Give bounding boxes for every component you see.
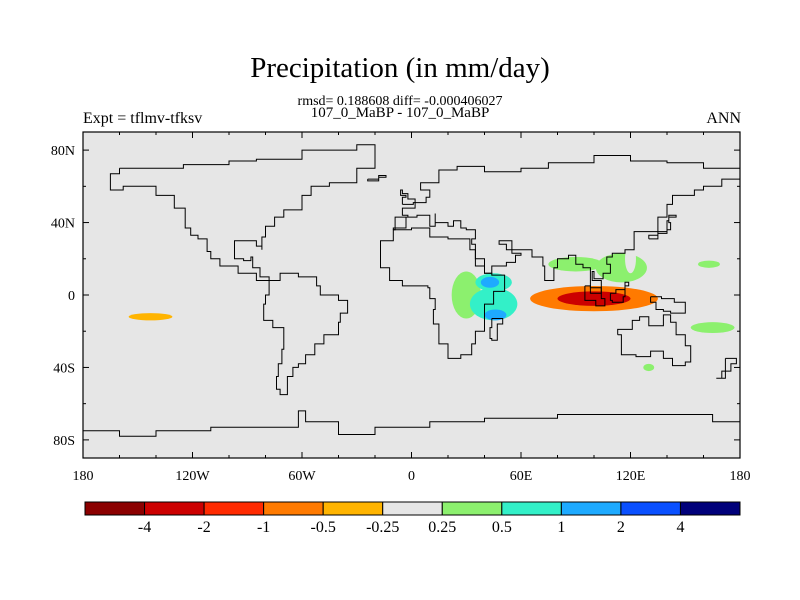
y-tick-label: 80S <box>53 434 75 449</box>
colorbar-label: 0.5 <box>492 519 512 536</box>
colorbar-label: 4 <box>676 519 684 536</box>
coastline <box>489 318 504 341</box>
anomaly-region <box>320 371 328 382</box>
anomaly-region <box>331 237 339 244</box>
anomaly-region <box>480 276 500 288</box>
x-tick-label: 60E <box>510 469 533 484</box>
coastline <box>83 410 741 437</box>
anomaly-region <box>128 313 173 321</box>
coastline <box>648 214 677 240</box>
colorbar-swatch <box>501 501 562 516</box>
coastline <box>380 227 506 359</box>
colorbar-label: -1 <box>257 519 270 536</box>
y-tick-label: 40N <box>51 217 75 232</box>
anomaly-region <box>643 363 655 372</box>
season-label: ANN <box>706 110 741 127</box>
colorbar-swatch <box>84 501 146 516</box>
colorbar-label: 1 <box>557 519 565 536</box>
anomaly-region <box>484 309 507 321</box>
chart-runs: 107_0_MaBP - 107_0_MaBP <box>310 105 490 121</box>
anomaly-region <box>698 260 720 268</box>
y-tick-label: 0 <box>68 289 75 304</box>
colorbar-swatch <box>322 501 384 516</box>
anomaly-region <box>690 322 735 334</box>
colorbar-label: 0.25 <box>428 519 456 536</box>
colorbar-swatch <box>144 501 205 516</box>
chart-title: Precipitation (in mm/day) <box>250 52 550 84</box>
coastline <box>367 175 387 182</box>
coastline <box>392 155 741 294</box>
coastline <box>716 357 737 379</box>
y-tick-label: 80N <box>51 144 75 159</box>
colorbar-label: -0.25 <box>366 519 399 536</box>
colorbar-label: -2 <box>197 519 210 536</box>
x-tick-label: 120E <box>616 469 646 484</box>
coastline <box>584 285 606 307</box>
coastline <box>263 272 349 396</box>
x-tick-label: 180 <box>73 469 94 484</box>
colorbar-label: -4 <box>138 519 151 536</box>
colorbar-swatch <box>263 501 324 516</box>
coastline <box>109 144 376 281</box>
colorbar-swatch <box>382 501 443 516</box>
x-tick-label: 0 <box>408 469 415 484</box>
x-tick-label: 120W <box>175 469 210 484</box>
colorbar-swatch <box>620 501 681 516</box>
colorbar-label: 2 <box>617 519 625 536</box>
colorbar-swatch <box>679 501 741 516</box>
y-tick-label: 40S <box>53 361 75 376</box>
coastline <box>617 314 692 367</box>
coastline <box>609 281 630 303</box>
chart-stats: rmsd= 0.188608 diff= -0.000406027 <box>297 94 503 109</box>
colorbar-swatch <box>441 501 503 516</box>
coastline <box>650 296 686 314</box>
x-tick-label: 180 <box>730 469 751 484</box>
colorbar-label: -0.5 <box>311 519 336 536</box>
colorbar-swatch <box>560 501 622 516</box>
x-tick-label: 60W <box>288 469 316 484</box>
coastline <box>400 189 416 205</box>
anomaly-region <box>625 244 636 274</box>
colorbar-swatch <box>203 501 265 516</box>
experiment-label: Expt = tflmv-tfksv <box>83 110 203 127</box>
